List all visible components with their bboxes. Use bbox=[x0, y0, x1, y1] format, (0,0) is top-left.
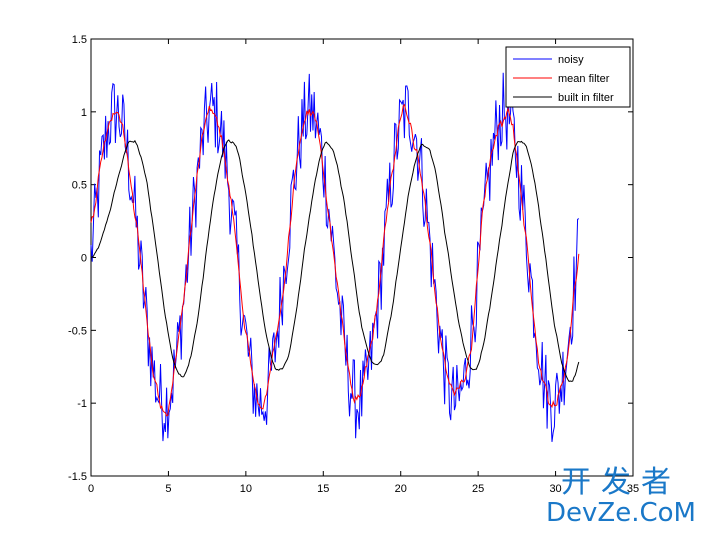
legend-label-built-in-filter: built in filter bbox=[558, 92, 614, 104]
y-tick-label: 1.5 bbox=[72, 34, 87, 46]
x-tick-label: 30 bbox=[549, 483, 561, 495]
legend-label-mean-filter: mean filter bbox=[558, 73, 610, 85]
watermark-chinese: 开发者 bbox=[561, 465, 681, 500]
series-mean-filter bbox=[90, 103, 580, 417]
axis-ticks: 0 5 10 15 20 25 30 35 1.5 1 0.5 0 -0.5 -1 -1.5 bbox=[68, 34, 639, 495]
y-tick-label: 1 bbox=[81, 107, 87, 119]
x-tick-label: 25 bbox=[472, 483, 484, 495]
series-built-in-filter bbox=[90, 139, 580, 382]
x-tick-label: 15 bbox=[317, 483, 329, 495]
y-tick-label: -0.5 bbox=[68, 325, 87, 337]
y-tick-label: 0 bbox=[81, 253, 87, 265]
legend-label-noisy: noisy bbox=[558, 54, 584, 66]
x-tick-label: 35 bbox=[627, 483, 639, 495]
y-tick-label: 0.5 bbox=[72, 180, 87, 192]
y-tick-label: -1 bbox=[77, 398, 87, 410]
series-noisy bbox=[90, 72, 580, 442]
y-tick-label: -1.5 bbox=[68, 471, 87, 483]
x-tick-label: 10 bbox=[240, 483, 252, 495]
x-tick-label: 5 bbox=[165, 483, 171, 495]
series-layer bbox=[90, 72, 580, 442]
watermark-english: DevZe.CoM bbox=[546, 498, 696, 528]
x-tick-label: 20 bbox=[395, 483, 407, 495]
x-tick-label: 0 bbox=[88, 483, 94, 495]
watermark: 开发者 DevZe.CoM bbox=[545, 465, 697, 528]
legend: noisy mean filter built in filter bbox=[505, 46, 631, 108]
